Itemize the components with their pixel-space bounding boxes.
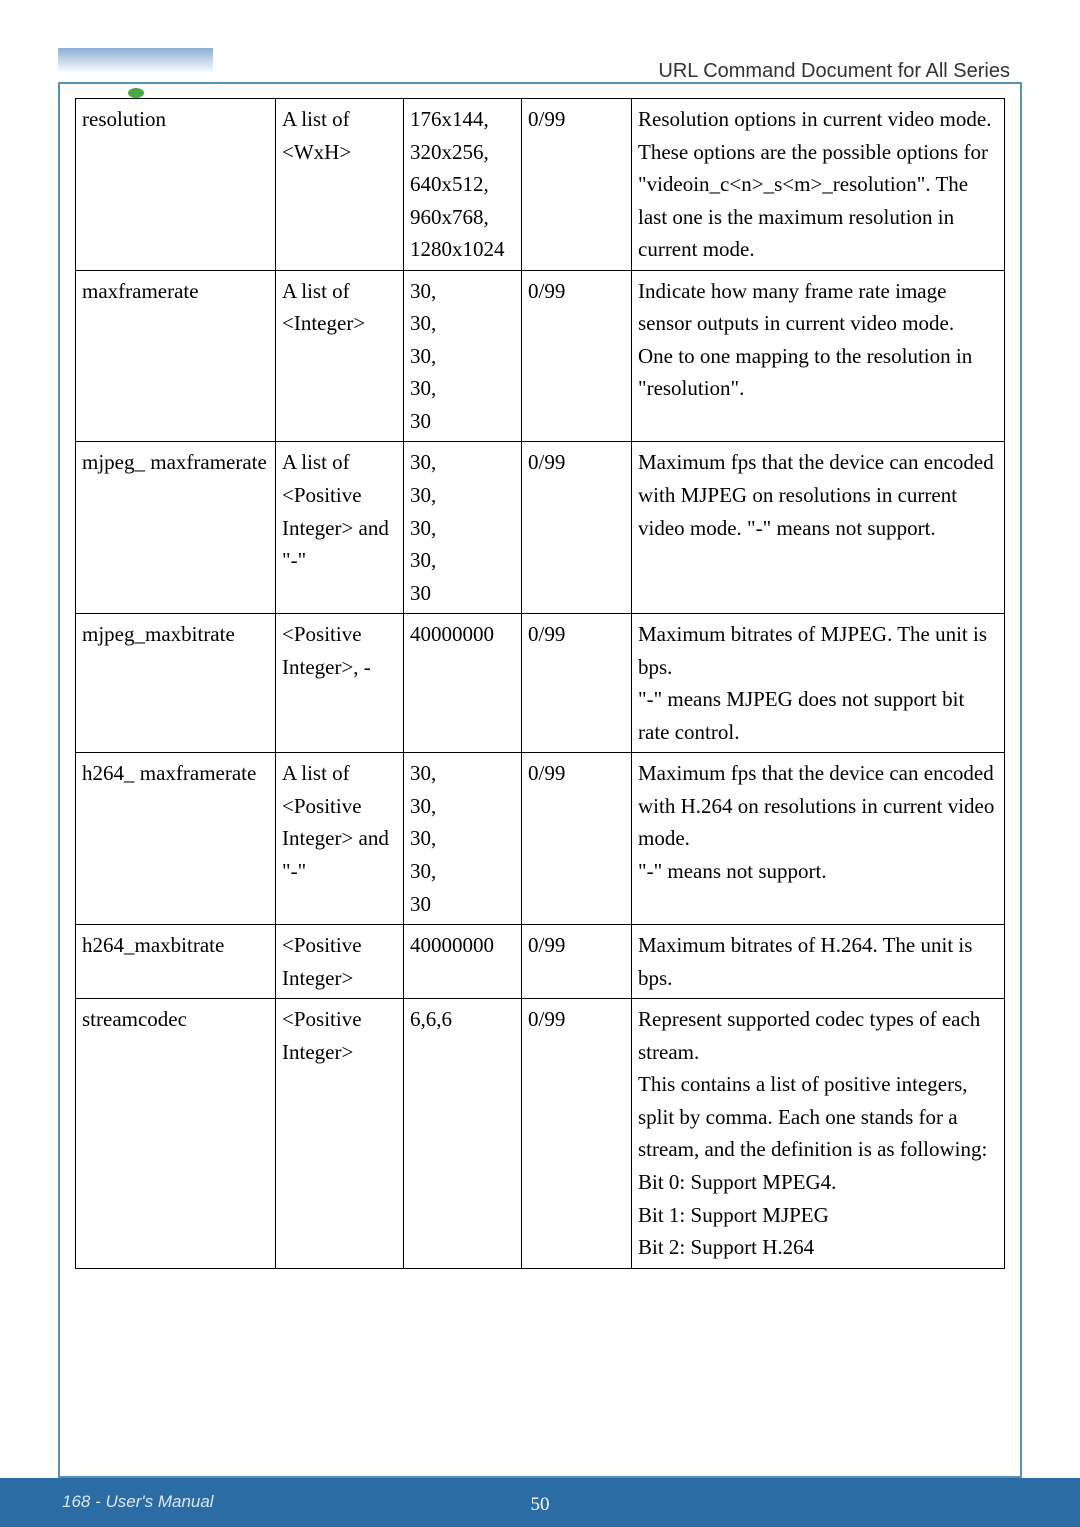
param-name: mjpeg_ maxframerate xyxy=(76,442,276,614)
param-name: resolution xyxy=(76,99,276,271)
param-name: h264_ maxframerate xyxy=(76,753,276,925)
param-description: Maximum bitrates of H.264. The unit is b… xyxy=(632,925,1005,999)
param-security: 0/99 xyxy=(522,753,632,925)
footer-page-number: 50 xyxy=(531,1494,550,1516)
table-row: h264_ maxframerate A list of<PositiveInt… xyxy=(76,753,1005,925)
param-security: 0/99 xyxy=(522,99,632,271)
param-value: A list of<Integer> xyxy=(276,270,404,442)
param-default: 40000000 xyxy=(404,614,522,753)
param-value: A list of<PositiveInteger> and"-" xyxy=(276,753,404,925)
param-description: Maximum fps that the device can encoded … xyxy=(632,442,1005,614)
param-default: 40000000 xyxy=(404,925,522,999)
param-description: Maximum fps that the device can encoded … xyxy=(632,753,1005,925)
table-row: maxframerate A list of<Integer> 30,30,30… xyxy=(76,270,1005,442)
param-default: 176x144,320x256,640x512,960x768,1280x102… xyxy=(404,99,522,271)
param-security: 0/99 xyxy=(522,270,632,442)
param-security: 0/99 xyxy=(522,925,632,999)
table-row: mjpeg_maxbitrate <PositiveInteger>, - 40… xyxy=(76,614,1005,753)
footer-manual-label: 168 - User's Manual xyxy=(62,1492,214,1512)
table-row: mjpeg_ maxframerate A list of<PositiveIn… xyxy=(76,442,1005,614)
param-name: mjpeg_maxbitrate xyxy=(76,614,276,753)
param-value: <PositiveInteger>, - xyxy=(276,614,404,753)
param-security: 0/99 xyxy=(522,999,632,1268)
table-row: resolution A list of<WxH> 176x144,320x25… xyxy=(76,99,1005,271)
param-default: 6,6,6 xyxy=(404,999,522,1268)
param-description: Resolution options in current video mode… xyxy=(632,99,1005,271)
param-name: streamcodec xyxy=(76,999,276,1268)
param-value: <PositiveInteger> xyxy=(276,925,404,999)
param-name: h264_maxbitrate xyxy=(76,925,276,999)
param-security: 0/99 xyxy=(522,442,632,614)
param-default: 30,30,30,30,30 xyxy=(404,442,522,614)
table-row: streamcodec <PositiveInteger> 6,6,6 0/99… xyxy=(76,999,1005,1268)
param-value: A list of<PositiveInteger> and"-" xyxy=(276,442,404,614)
parameters-table: resolution A list of<WxH> 176x144,320x25… xyxy=(75,98,1005,1269)
param-description: Maximum bitrates of MJPEG. The unit is b… xyxy=(632,614,1005,753)
param-name: maxframerate xyxy=(76,270,276,442)
param-default: 30,30,30,30,30 xyxy=(404,270,522,442)
table-row: h264_maxbitrate <PositiveInteger> 400000… xyxy=(76,925,1005,999)
param-description: Indicate how many frame rate image senso… xyxy=(632,270,1005,442)
param-default: 30,30,30,30,30 xyxy=(404,753,522,925)
document-header-title: URL Command Document for All Series xyxy=(658,60,1010,83)
param-value: A list of<WxH> xyxy=(276,99,404,271)
param-value: <PositiveInteger> xyxy=(276,999,404,1268)
param-description: Represent supported codec types of each … xyxy=(632,999,1005,1268)
page-footer: 168 - User's Manual 50 xyxy=(0,1478,1080,1527)
param-security: 0/99 xyxy=(522,614,632,753)
